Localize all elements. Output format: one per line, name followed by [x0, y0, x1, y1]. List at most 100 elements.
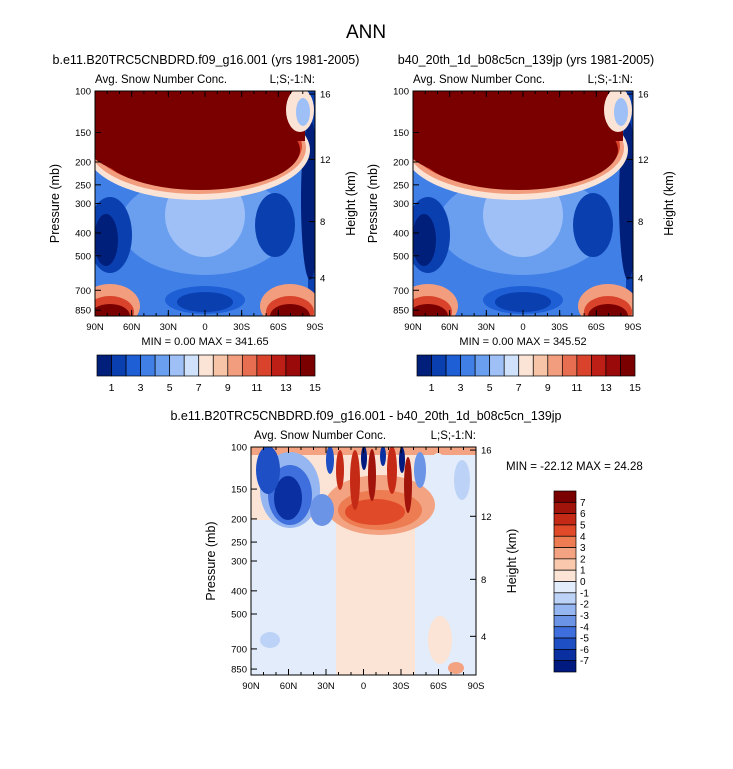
x-tick-label: 60N — [441, 322, 459, 333]
panel-diff-title: b.e11.B20TRC5CNBDRD.f09_g16.001 - b40_20… — [170, 409, 561, 423]
colorbar-swatch — [212, 354, 229, 377]
x-tick-label: 30S — [551, 322, 568, 333]
figure-title: ANN — [346, 22, 386, 43]
y-tick-label: 300 — [75, 199, 91, 210]
x-tick-label: 0 — [361, 681, 366, 692]
colorbar-label: 3 — [138, 382, 144, 394]
y2-axis-title: Height (km) — [344, 171, 358, 236]
colorbar-swatch — [547, 354, 563, 377]
colorbar-swatch — [474, 354, 491, 377]
y-axis-title: Pressure (mb) — [366, 164, 380, 243]
panel-a-title: b.e11.B20TRC5CNBDRD.f09_g16.001 (yrs 198… — [53, 53, 360, 67]
y-tick-label: 250 — [231, 538, 247, 549]
colorbar-v-swatch — [553, 637, 577, 650]
panel-model-b: b40_20th_1d_b08c5cn_139jp (yrs 1981-2005… — [366, 53, 676, 348]
colorbar-swatch — [416, 354, 432, 377]
colorbar-v-label: -1 — [580, 588, 589, 599]
panel-b-contour-field — [413, 91, 633, 316]
panel-diff-stats: MIN = -22.12 MAX = 24.28 — [506, 461, 643, 473]
colorbar-v-label: 2 — [580, 554, 586, 565]
x-tick-label: 60N — [123, 322, 141, 333]
y2-axis-title: Height (km) — [505, 529, 519, 594]
colorbar-v-label: 7 — [580, 498, 586, 509]
x-tick-label: 0 — [520, 322, 525, 333]
colorbar-label: 15 — [309, 382, 321, 394]
colorbar-swatch — [271, 354, 287, 377]
colorbar-v-label: -6 — [580, 645, 589, 656]
x-tick-label: 30N — [317, 681, 335, 692]
y2-tick-label: 4 — [320, 273, 325, 284]
colorbar-v-label: -2 — [580, 600, 589, 611]
x-tick-label: 90S — [468, 681, 485, 692]
panel-difference: b.e11.B20TRC5CNBDRD.f09_g16.001 - b40_20… — [170, 409, 642, 692]
colorbar-v-swatch — [553, 649, 577, 662]
y-axis-title: Pressure (mb) — [48, 164, 62, 243]
y2-tick-label: 8 — [320, 217, 325, 228]
colorbar-swatch — [605, 354, 621, 377]
colorbar-v-label: -7 — [580, 656, 589, 667]
colorbar-v-swatch — [553, 524, 577, 537]
colorbar-label: 5 — [487, 382, 493, 394]
y2-tick-label: 4 — [638, 273, 643, 284]
colorbar-v-label: 4 — [580, 532, 586, 543]
colorbar-label: 7 — [516, 382, 522, 394]
colorbar-swatch — [96, 354, 112, 377]
y-tick-label: 700 — [231, 644, 247, 655]
colorbar-v-swatch — [553, 615, 577, 628]
y-tick-label: 700 — [393, 286, 409, 297]
x-tick-label: 30N — [160, 322, 178, 333]
colorbar-swatch — [241, 354, 258, 377]
colorbar-swatch — [445, 354, 461, 377]
colorbar-swatch — [256, 354, 272, 377]
colorbar-swatch — [198, 354, 214, 377]
colorbar-swatch — [300, 354, 316, 377]
x-tick-label: 90S — [625, 322, 642, 333]
colorbar-label: 11 — [251, 382, 262, 394]
colorbar-v-label: 6 — [580, 509, 586, 520]
y-axis-title: Pressure (mb) — [204, 521, 218, 600]
x-tick-label: 60N — [280, 681, 298, 692]
colorbar-swatch — [431, 354, 447, 377]
colorbars: 1 3 5 7 9 11 13 15 1 3 5 7 9 11 13 1576543210-1-2-3-4-5… — [96, 354, 641, 673]
x-tick-label: 30S — [393, 681, 410, 692]
y-tick-label: 850 — [75, 306, 91, 317]
colorbar-v-swatch — [553, 660, 577, 673]
colorbar-v-label: -4 — [580, 622, 589, 633]
colorbar-v-label: 1 — [580, 566, 586, 577]
y-tick-label: 850 — [231, 665, 247, 676]
y2-tick-label: 12 — [638, 155, 649, 166]
y-tick-label: 200 — [231, 514, 247, 525]
colorbar-swatch — [532, 354, 549, 377]
y2-tick-label: 12 — [481, 512, 492, 523]
x-tick-label: 90S — [307, 322, 324, 333]
colorbar-v-swatch — [553, 535, 577, 548]
panel-b-title: b40_20th_1d_b08c5cn_139jp (yrs 1981-2005… — [398, 53, 654, 67]
y-tick-label: 500 — [393, 251, 409, 262]
panel-diff-subtitle-right: L;S;-1:N: — [431, 430, 476, 442]
colorbar-label: 15 — [629, 382, 641, 394]
colorbar-v-label: 5 — [580, 520, 586, 531]
colorbar-swatch — [154, 354, 171, 377]
colorbar-v-swatch — [553, 569, 577, 582]
panel-diff-axes: 90N 60N 30N 0 30S 60S 90S 100 150 200 250 300 400 500… — [204, 443, 519, 693]
panel-stats: MIN = 0.00 MAX = 341.65 — [141, 336, 268, 348]
y-tick-label: 500 — [231, 610, 247, 621]
y-tick-label: 500 — [75, 251, 91, 262]
colorbar-v-swatch — [553, 513, 577, 526]
colorbar-v-label: -3 — [580, 611, 589, 622]
y2-tick-label: 8 — [638, 217, 643, 228]
colorbar-label: 5 — [167, 382, 173, 394]
colorbar-label: 11 — [571, 382, 582, 394]
colorbar-label: 7 — [196, 382, 202, 394]
y-tick-label: 400 — [231, 586, 247, 597]
colorbar-v-swatch — [553, 592, 577, 605]
colorbar-v-swatch — [553, 547, 577, 560]
colorbar-label: 13 — [600, 382, 612, 394]
colorbar-swatch — [183, 354, 200, 377]
colorbar-v-swatch — [553, 490, 577, 503]
colorbar-swatch — [227, 354, 243, 377]
y-tick-label: 250 — [75, 180, 91, 191]
x-tick-label: 30N — [478, 322, 496, 333]
colorbar-swatch — [518, 354, 534, 377]
colorbar-v-label: 0 — [580, 577, 586, 588]
